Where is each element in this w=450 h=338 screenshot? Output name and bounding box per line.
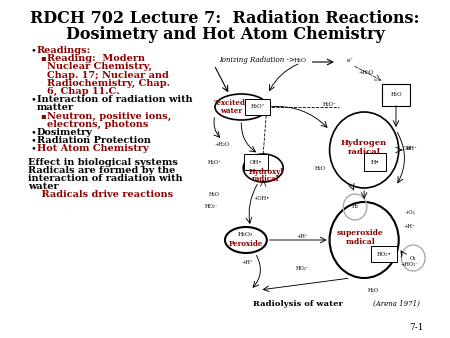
Text: ▪: ▪ [40, 112, 46, 120]
Text: Radiochemistry, Chap.: Radiochemistry, Chap. [47, 79, 170, 88]
Text: +H⁺: +H⁺ [297, 235, 308, 240]
Text: H₂O: H₂O [209, 193, 220, 197]
Text: 7-1: 7-1 [409, 323, 423, 332]
Text: Neutron, positive ions,: Neutron, positive ions, [47, 112, 171, 121]
Text: H₂: H₂ [351, 204, 359, 210]
Text: H₂O⁺: H₂O⁺ [208, 161, 222, 166]
Text: Dosimetry and Hot Atom Chemistry: Dosimetry and Hot Atom Chemistry [66, 26, 384, 43]
Text: H₂O₂: H₂O₂ [238, 233, 254, 238]
Text: Effect in biological systems: Effect in biological systems [27, 158, 178, 167]
Text: +H₂O: +H₂O [215, 143, 230, 147]
Text: +HO₂⁻: +HO₂⁻ [400, 263, 418, 267]
Text: H₂O: H₂O [390, 93, 402, 97]
Text: •: • [31, 128, 36, 137]
Text: +H⁺: +H⁺ [405, 145, 417, 150]
Text: •: • [31, 144, 36, 153]
Text: interaction of radiation with: interaction of radiation with [27, 174, 182, 183]
Text: Hydrogen: Hydrogen [341, 139, 387, 147]
Text: RDCH 702 Lecture 7:  Radiation Reactions:: RDCH 702 Lecture 7: Radiation Reactions: [30, 10, 420, 27]
Text: H•: H• [370, 160, 380, 165]
Text: Readings:: Readings: [37, 46, 91, 55]
Text: Reading:  Modern: Reading: Modern [47, 54, 145, 63]
Text: OH•: OH• [250, 160, 262, 165]
Text: (Arena 1971): (Arena 1971) [373, 300, 420, 308]
Text: Chap. 17; Nuclear and: Chap. 17; Nuclear and [47, 71, 169, 80]
Text: radical: radical [252, 175, 279, 183]
Text: •: • [31, 46, 36, 55]
Text: radical: radical [346, 238, 375, 246]
Text: +O₂: +O₂ [404, 210, 415, 215]
Text: Interaction of radiation with: Interaction of radiation with [37, 95, 192, 104]
Text: •: • [31, 95, 36, 104]
Text: +H⁺: +H⁺ [404, 223, 415, 228]
Text: H₂O: H₂O [294, 57, 307, 63]
Text: 6, Chap 11.C.: 6, Chap 11.C. [47, 87, 119, 96]
Text: +H⁺: +H⁺ [241, 260, 253, 265]
Text: H₂O⁺: H₂O⁺ [251, 104, 265, 110]
Text: water: water [27, 182, 58, 191]
Text: •: • [31, 136, 36, 145]
Text: HO₂•: HO₂• [377, 251, 392, 257]
Text: H₂O⁺: H₂O⁺ [323, 102, 337, 107]
Text: Hydroxyl: Hydroxyl [248, 168, 284, 176]
Text: HO₂⁻: HO₂⁻ [296, 266, 309, 270]
Text: "excited": "excited" [214, 99, 249, 107]
Text: ▪: ▪ [40, 54, 46, 62]
Text: e⁻: e⁻ [347, 57, 354, 63]
Text: H₂O: H₂O [368, 288, 379, 292]
Text: HO₂⁻: HO₂⁻ [204, 204, 218, 210]
Text: Peroxide: Peroxide [229, 240, 263, 248]
Text: Radiolysis of water: Radiolysis of water [253, 300, 343, 308]
Text: H₂O: H₂O [390, 93, 402, 97]
Text: electrons, photons: electrons, photons [47, 120, 148, 129]
Text: Radiation Protection: Radiation Protection [37, 136, 151, 145]
Text: matter: matter [37, 103, 74, 113]
Text: radical: radical [348, 148, 381, 156]
Text: +H₂O: +H₂O [358, 71, 374, 75]
Text: Dosimetry: Dosimetry [37, 128, 93, 137]
Text: Radicals are formed by the: Radicals are formed by the [27, 166, 175, 175]
Text: Hot Atom Chemistry: Hot Atom Chemistry [37, 144, 148, 153]
Text: Nuclear Chemistry,: Nuclear Chemistry, [47, 63, 152, 71]
Text: Radicals drive reactions: Radicals drive reactions [27, 190, 173, 199]
Text: Ionizing Radiation ->: Ionizing Radiation -> [219, 56, 294, 64]
Text: O₂: O₂ [410, 256, 417, 261]
Text: superoxide: superoxide [337, 229, 384, 237]
Text: OH⁻: OH⁻ [402, 145, 414, 150]
Text: water: water [220, 107, 243, 115]
Text: +OH•: +OH• [253, 195, 270, 200]
Text: H₂O: H₂O [315, 166, 326, 170]
